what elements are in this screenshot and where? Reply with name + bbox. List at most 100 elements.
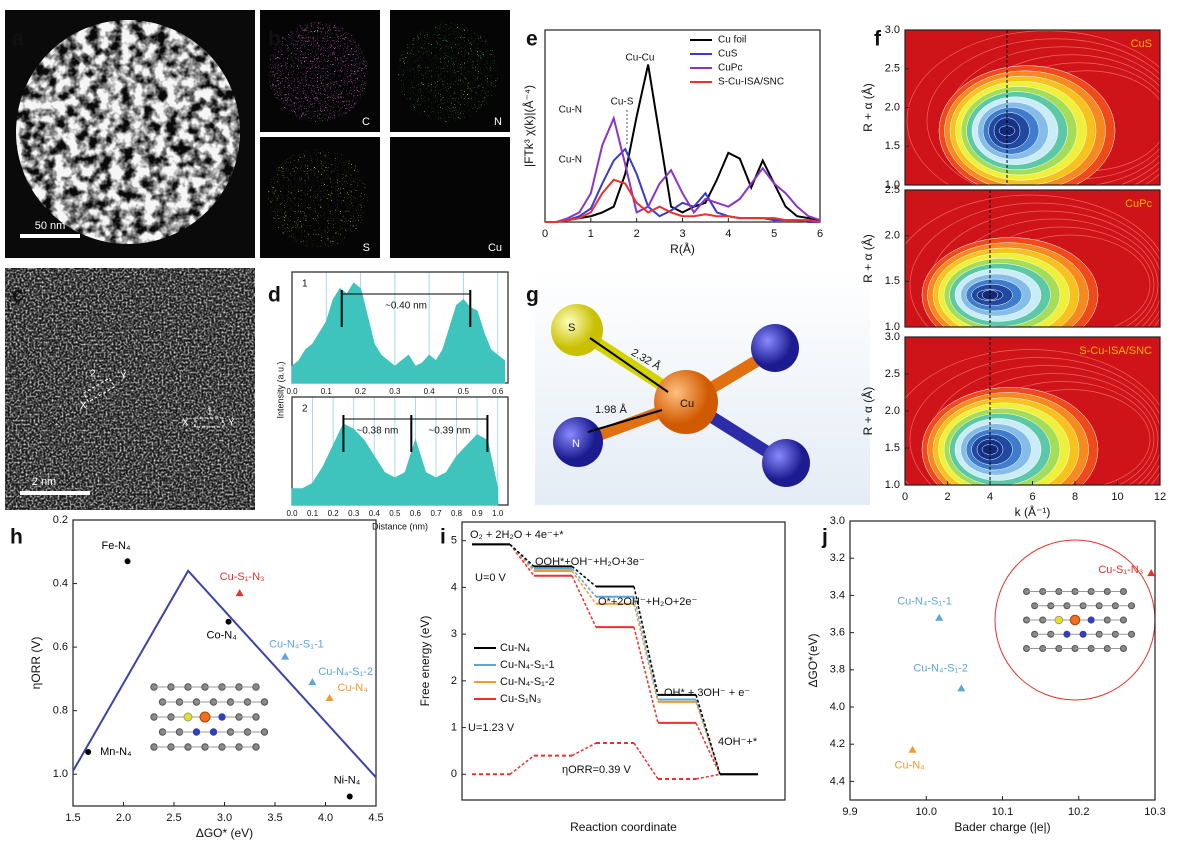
panel-letter: d xyxy=(268,284,281,307)
plot-frame xyxy=(850,521,1155,800)
inset-atom xyxy=(210,729,217,736)
level-connector xyxy=(510,544,534,566)
x-tick-label: 3.5 xyxy=(267,812,282,824)
data-point xyxy=(1147,569,1155,576)
data-point xyxy=(85,749,91,755)
y-axis-label: Intensity (a.u.) xyxy=(275,361,285,418)
x-tick-label: 0.0 xyxy=(286,509,298,518)
inset-atom xyxy=(1120,645,1126,651)
y-tick-label: 4.4 xyxy=(830,775,845,787)
state-label: U=0 V xyxy=(475,572,507,584)
state-label: OOH*+OH⁻+H₂O+3e⁻ xyxy=(535,556,645,568)
sample-label: CuS xyxy=(1131,38,1152,50)
data-point xyxy=(308,678,316,685)
inset-atom xyxy=(200,712,210,722)
distance-label: ~0.38 nm xyxy=(356,426,398,437)
x-tick-label: 10.0 xyxy=(916,806,937,818)
inset-structure xyxy=(1024,588,1135,651)
x-tick-label: 2.0 xyxy=(116,812,131,824)
x-tick-label: 0.3 xyxy=(389,387,401,396)
x-tick-label: 2.5 xyxy=(166,812,181,824)
y-tick-label: 1.0 xyxy=(53,768,68,780)
x-tick-label: 10.3 xyxy=(1144,806,1165,818)
x-tick-label: 6 xyxy=(817,228,823,240)
panel-letter: f xyxy=(874,28,882,51)
scale-label: 50 nm xyxy=(35,220,66,232)
point-label: Cu-N₄ xyxy=(895,760,926,772)
y-tick-label: 3.4 xyxy=(830,589,845,601)
y-tick-label: 2.5 xyxy=(885,63,900,75)
state-label: ηORR=0.39 V xyxy=(562,764,631,776)
panel-letter: a xyxy=(12,28,24,51)
level-connector xyxy=(696,774,720,779)
state-label: O*+2OH⁻+H₂O+2e⁻ xyxy=(598,596,698,608)
scan-label: Y xyxy=(228,418,235,429)
x-tick-label: 0 xyxy=(542,228,548,240)
sample-label: S-Cu-ISA/SNC xyxy=(1079,345,1152,357)
inset-atom xyxy=(1055,616,1063,624)
atom-label: N xyxy=(572,438,580,450)
y-tick-label: 4 xyxy=(451,581,457,593)
state-label: U=1.23 V xyxy=(468,722,515,734)
distance-label: ~0.40 nm xyxy=(385,301,427,312)
y-tick-label: 1 xyxy=(451,721,457,733)
x-tick-label: 4.0 xyxy=(318,812,333,824)
haadf-image xyxy=(5,268,255,510)
x-tick-label: 1.0 xyxy=(492,509,504,518)
level-connector xyxy=(634,743,658,779)
y-tick-label: 5 xyxy=(451,535,457,547)
panel-letter: g xyxy=(526,284,539,307)
y-tick-label: 1.5 xyxy=(885,275,900,287)
series-line xyxy=(545,149,820,222)
inset-atom xyxy=(261,699,267,705)
series-line xyxy=(545,65,820,222)
panel-letter: b xyxy=(268,28,281,51)
y-tick-label: 0.4 xyxy=(53,577,68,589)
inset-atom xyxy=(219,714,226,721)
panel-letter: j xyxy=(821,526,828,549)
figure: 50 nm C N S Cu 2 X Y X 1 Y 2 nm S Cu N 2… xyxy=(0,0,1178,842)
atom-s xyxy=(551,304,603,356)
profile-area xyxy=(292,283,505,383)
element-label: N xyxy=(494,116,502,128)
y-tick-label: 4.0 xyxy=(830,701,845,713)
x-axis-label: k (Å⁻¹) xyxy=(1015,504,1051,519)
inset-structure xyxy=(151,684,268,750)
state-label: OH* + 3OH⁻ + e⁻ xyxy=(664,687,750,699)
y-axis-label: R + α (Å) xyxy=(860,234,875,283)
scan-label: Y xyxy=(120,371,127,382)
bond-length: 1.98 Å xyxy=(595,403,627,416)
x-tick-label: 5 xyxy=(771,228,777,240)
state-label: 4OH⁻+* xyxy=(718,736,758,748)
point-label: Mn-N₄ xyxy=(100,746,132,758)
x-tick-label: 0.5 xyxy=(458,387,470,396)
x-tick-label: 8 xyxy=(1072,491,1078,503)
element-label: C xyxy=(362,116,370,128)
x-tick-label: 0.4 xyxy=(369,509,381,518)
panel-letter: i xyxy=(440,526,446,549)
scan-label: X xyxy=(182,418,189,429)
data-point xyxy=(909,746,917,753)
profile-label: 1 xyxy=(302,279,308,290)
legend-label: Cu foil xyxy=(718,35,746,46)
inset-atom xyxy=(184,713,192,721)
point-label: Cu-N₄ xyxy=(338,682,369,694)
point-label: Cu-S₁-N₃ xyxy=(1098,564,1143,576)
x-tick-label: 0.1 xyxy=(307,509,319,518)
element-label: Cu xyxy=(488,242,502,254)
point-label: Fe-N₄ xyxy=(102,540,131,552)
scan-label: 2 xyxy=(90,369,96,380)
inset-atom xyxy=(1070,615,1080,625)
x-tick-label: 1 xyxy=(588,228,594,240)
data-point xyxy=(326,694,334,701)
legend-label: S-Cu-ISA/SNC xyxy=(718,77,784,88)
data-point xyxy=(281,653,289,660)
data-point xyxy=(935,614,943,621)
y-tick-label: 0.6 xyxy=(53,641,68,653)
x-tick-label: 9.9 xyxy=(842,806,857,818)
point-label: Cu-S₁-N₃ xyxy=(220,571,265,583)
inset-atom xyxy=(1120,617,1126,623)
inset-atom xyxy=(261,729,267,735)
inset-atom xyxy=(1064,631,1071,638)
data-point xyxy=(957,684,965,691)
